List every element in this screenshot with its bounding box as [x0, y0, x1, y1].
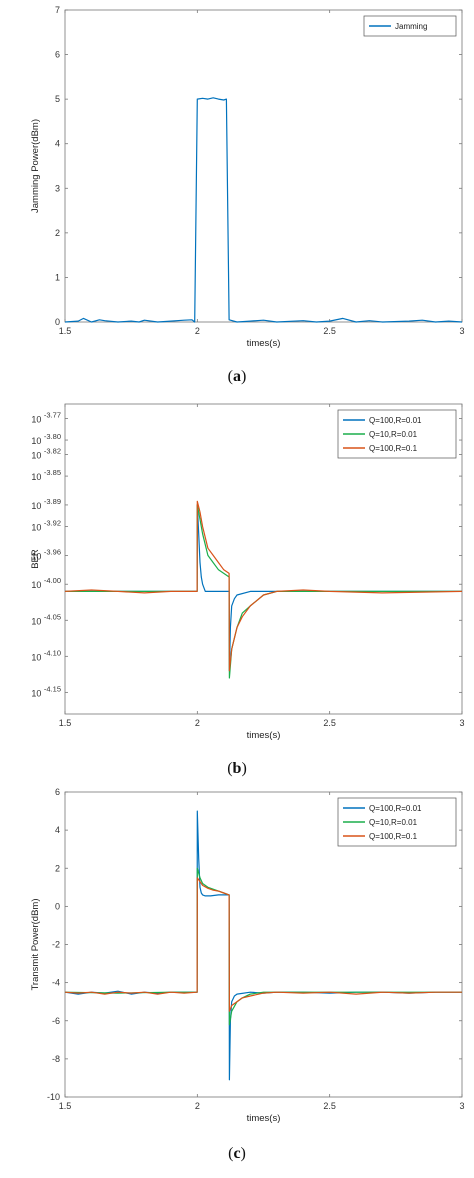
x-tick-label: 3: [459, 326, 464, 336]
y-tick-label: 0: [55, 901, 60, 911]
x-tick-label: 2: [195, 326, 200, 336]
y-tick-label: 6: [55, 787, 60, 797]
legend-label-3: Q=100,R=0.1: [369, 832, 418, 841]
x-axis-label: times(s): [247, 338, 281, 349]
chart-panel-a: 1.5 2 2.5 3 0 1 2 3 4 5 6 7 times(s) Jamming Power(dB…: [30, 5, 465, 385]
panel-caption: (b): [227, 760, 247, 777]
y-axis-label: Transmit Power(dBm): [30, 898, 41, 990]
y-tick-label: 10 -3.82: [31, 446, 61, 460]
x-tick-label: 1.5: [59, 326, 72, 336]
y-axis-label: Jamming Power(dBm): [30, 119, 41, 213]
plot-area: [64, 9, 463, 323]
y-tick-label: -6: [52, 1016, 60, 1026]
series-line-1: [64, 97, 463, 323]
y-tick-label: -4: [52, 978, 60, 988]
panel-caption: (a): [228, 368, 247, 385]
y-tick-label: 10 -4.15: [31, 684, 61, 698]
y-tick-label: -2: [52, 940, 60, 950]
y-tick-label: 6: [55, 50, 60, 60]
series-line-3: [64, 500, 463, 672]
x-axis-label: times(s): [247, 1113, 281, 1124]
y-tick-label: 10 -4.00: [31, 576, 61, 590]
x-tick-label: 2.5: [323, 718, 336, 728]
y-tick-label: 10 -4.05: [31, 612, 61, 626]
x-tick-label: 3: [459, 1101, 464, 1111]
legend-label-2: Q=10,R=0.01: [369, 818, 418, 827]
x-axis-label: times(s): [247, 730, 281, 741]
y-tick-label: 2: [55, 863, 60, 873]
x-tick-label: 2.5: [323, 1101, 336, 1111]
y-tick-label: 0: [55, 317, 60, 327]
y-tick-label: 2: [55, 228, 60, 238]
chart-panel-c: 1.5 2 2.5 3 -10 -8 -6 -4 -2 0 2 4 6 times(s) Transmit …: [30, 787, 465, 1162]
x-tick-label: 2.5: [323, 326, 336, 336]
x-tick-label: 1.5: [59, 1101, 72, 1111]
legend-label-1: Jamming: [395, 22, 427, 31]
legend: Jamming: [363, 15, 457, 37]
legend-label-1: Q=100,R=0.01: [369, 416, 422, 425]
y-tick-label: 10 -4.10: [31, 648, 61, 662]
legend-box: [337, 409, 457, 459]
y-tick-label: -10: [47, 1092, 60, 1102]
legend: Q=100,R=0.01 Q=10,R=0.01 Q=100,R=0.1: [337, 409, 457, 459]
series-line-3: [64, 877, 462, 1012]
legend: Q=100,R=0.01 Q=10,R=0.01 Q=100,R=0.1: [337, 797, 457, 847]
y-tick-label: 4: [55, 825, 60, 835]
legend-label-3: Q=100,R=0.1: [369, 444, 418, 453]
y-tick-label: 5: [55, 94, 60, 104]
x-tick-label: 2: [195, 718, 200, 728]
y-axis-label: BER: [30, 549, 41, 569]
y-tick-label: 4: [55, 139, 60, 149]
y-tick-label: 10 -3.80: [31, 432, 61, 446]
legend-box: [363, 15, 457, 37]
y-tick-label: -8: [52, 1054, 60, 1064]
x-tick-label: 3: [459, 718, 464, 728]
y-tick-label: 7: [55, 5, 60, 15]
panel-caption: (c): [228, 1145, 246, 1162]
x-tick-label: 1.5: [59, 718, 72, 728]
y-tick-label: 10 -3.77: [31, 410, 61, 424]
y-tick-label: 10 -3.85: [31, 468, 61, 482]
y-tick-label: 3: [55, 183, 60, 193]
y-tick-label: 10 -3.89: [31, 497, 61, 511]
legend-label-1: Q=100,R=0.01: [369, 804, 422, 813]
y-tick-label: 1: [55, 272, 60, 282]
legend-label-2: Q=10,R=0.01: [369, 430, 418, 439]
y-tick-label: 10 -3.92: [31, 519, 61, 533]
y-tick-label: 10 -3.96: [31, 547, 61, 561]
x-tick-label: 2: [195, 1101, 200, 1111]
